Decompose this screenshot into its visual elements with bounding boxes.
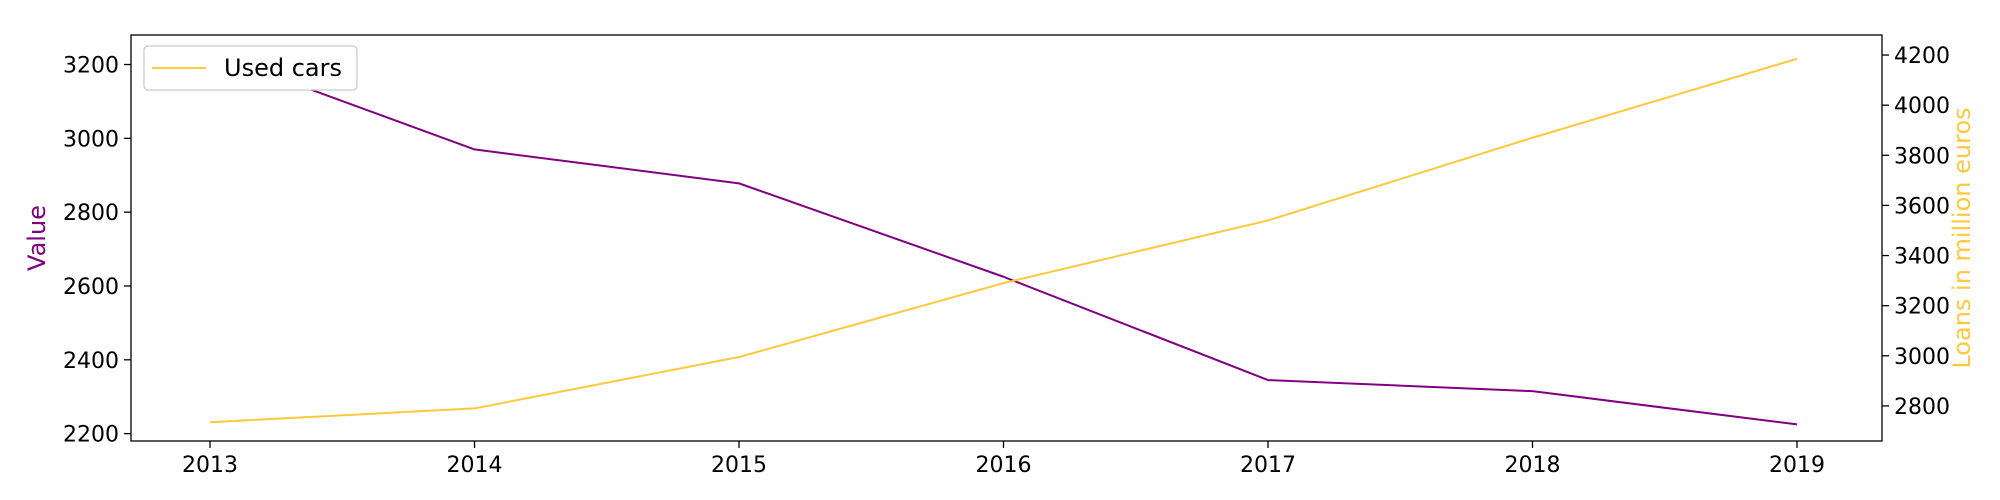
left-y-tick-label: 2200 [63,423,119,448]
right-y-tick-label: 3600 [1894,194,1950,219]
right-y-tick-label: 3400 [1894,245,1950,270]
x-tick-label: 2018 [1505,453,1561,478]
x-tick-label: 2019 [1769,453,1825,478]
legend-box [143,45,358,91]
left-axis-title: Value [23,205,51,271]
right-y-axis: 2800 3000 3200 3400 3600 3800 4000 4200 [1882,44,1950,420]
right-y-tick-label: 4200 [1894,44,1950,69]
series-line-used-cars [209,57,1798,424]
right-y-tick-label: 3000 [1894,345,1950,370]
series-line-value [209,51,1798,426]
right-y-tick-label: 3200 [1894,295,1950,320]
x-tick-label: 2016 [976,453,1032,478]
right-y-tick-label: 3800 [1894,144,1950,169]
left-y-tick-label: 2800 [63,201,119,226]
series-layer [209,51,1798,426]
x-axis: 2013 2014 2015 2016 2017 2018 2019 [182,441,1825,478]
left-y-tick-label: 2600 [63,275,119,300]
legend-label-used-cars: Used cars [224,54,342,82]
left-y-tick-label: 3200 [63,54,119,79]
left-y-tick-label: 3000 [63,127,119,152]
left-y-axis: 2200 2400 2600 2800 3000 3200 [63,54,131,448]
x-tick-label: 2015 [711,453,767,478]
right-y-tick-label: 4000 [1894,94,1950,119]
x-tick-label: 2014 [447,453,503,478]
plot-frame [130,34,1883,442]
legend: Used cars [143,45,358,91]
right-axis-title: Loans in million euros [1948,107,1976,368]
x-tick-label: 2013 [182,453,238,478]
right-y-tick-label: 2800 [1894,395,1950,420]
x-tick-label: 2017 [1240,453,1296,478]
left-y-tick-label: 2400 [63,349,119,374]
